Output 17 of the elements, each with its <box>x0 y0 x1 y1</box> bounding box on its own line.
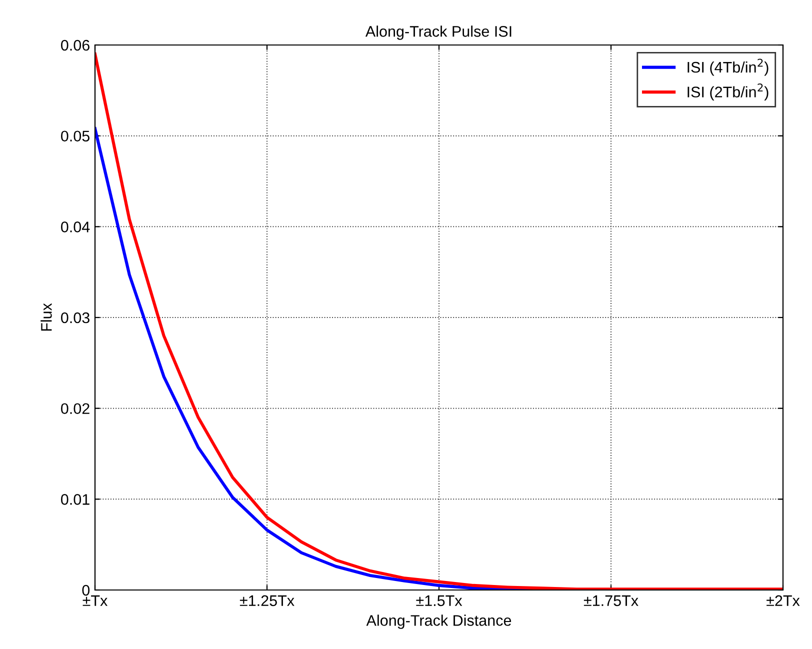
chart-title: Along-Track Pulse ISI <box>365 26 512 40</box>
legend-label: ISI (2Tb/in$^{2}$) <box>688 84 768 100</box>
x-tick-label: ±1.5Tx <box>416 595 462 606</box>
x-tick-label: ±1.75Tx <box>584 595 638 606</box>
y-tick-label: 0.03 <box>61 312 90 324</box>
x-tick-label: ±2Tx <box>766 595 800 606</box>
y-tick-label: 0.04 <box>61 222 90 232</box>
x-tick-label: ±1.25Tx <box>240 595 294 606</box>
x-axis-title: Along-Track Distance <box>366 614 512 629</box>
y-tick-label: 0.02 <box>61 403 90 414</box>
y-axis-title: Flux <box>40 303 52 331</box>
legend-label: ISI (4Tb/in$^{2}$) <box>688 58 768 76</box>
y-tick-label: 0.01 <box>61 494 90 505</box>
x-tick-label: ±Tx <box>82 595 108 606</box>
y-tick-label: 0.05 <box>61 130 90 142</box>
y-tick-label: 0 <box>82 584 90 596</box>
y-tick-label: 0.06 <box>61 40 90 51</box>
